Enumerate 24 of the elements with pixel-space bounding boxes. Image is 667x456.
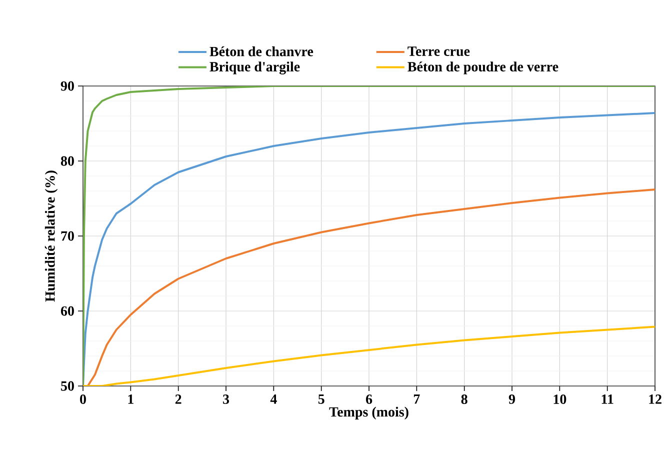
- x-tick-label: 5: [318, 394, 324, 404]
- x-tick-label: 1: [128, 394, 134, 404]
- legend-label: Béton de poudre de verre: [408, 62, 558, 74]
- x-tick-label: 12: [649, 394, 662, 404]
- y-tick-label: 60: [60, 306, 74, 316]
- legend-label: Béton de chanvre: [210, 46, 314, 56]
- y-tick-label: 70: [61, 231, 74, 241]
- legend-label: Terre crue: [408, 46, 470, 56]
- x-tick-label: 4: [270, 394, 277, 404]
- x-tick-label: 0: [80, 394, 86, 404]
- x-tick-label: 9: [508, 394, 516, 404]
- x-tick-label: 3: [223, 394, 230, 404]
- y-tick-label: 80: [60, 156, 74, 166]
- x-tick-label: 6: [366, 394, 372, 404]
- x-tick-label: 11: [602, 394, 614, 404]
- x-tick-label: 7: [414, 394, 420, 404]
- x-tick-label: 2: [175, 394, 182, 404]
- x-tick-label: 10: [554, 394, 566, 404]
- y-axis-title: Humidité relative (%): [44, 170, 58, 302]
- y-tick-label: 90: [60, 81, 74, 91]
- y-tick-label: 50: [61, 381, 74, 391]
- x-tick-label: 8: [461, 394, 468, 404]
- x-axis-title: Temps (mois): [329, 406, 408, 420]
- legend-label: Brique d'argile: [210, 62, 300, 74]
